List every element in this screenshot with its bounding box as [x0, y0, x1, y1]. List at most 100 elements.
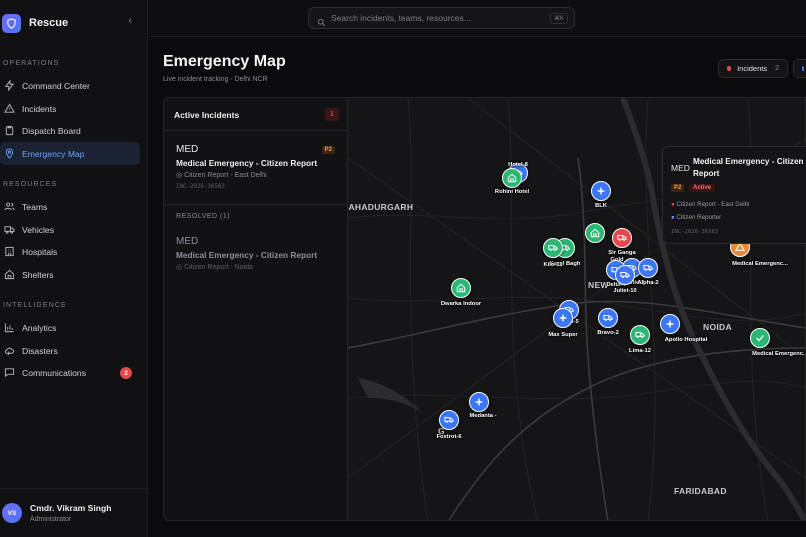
map-marker-truck-icon[interactable] — [630, 325, 650, 345]
search-box[interactable]: Search incidents, teams, resources... ⌘K — [308, 7, 575, 29]
incident-id: INC-2026-36583 — [176, 184, 225, 190]
nav-label: Command Center — [22, 80, 90, 91]
map-marker-truck-icon[interactable] — [543, 238, 563, 258]
map-marker-label: Kilo-11 — [543, 262, 563, 268]
popup-status-badge: Active — [689, 184, 716, 192]
popup-priority-badge: P2 — [671, 184, 685, 192]
user-profile[interactable]: VS Cmdr. Vikram Singh Administrator — [0, 488, 148, 537]
map-marker-plus-icon[interactable] — [591, 181, 611, 201]
search-icon — [317, 14, 326, 32]
nav-label: Teams — [22, 201, 48, 212]
cloud-icon — [3, 345, 15, 357]
map-marker-label: Karol Bagh — [549, 261, 581, 267]
incident-popup[interactable]: MED Medical Emergency - Citizen Report P… — [662, 146, 806, 244]
search-input[interactable]: Search incidents, teams, resources... — [331, 13, 471, 23]
nav-label: Dispatch Board — [22, 125, 81, 136]
map-marker-check-icon[interactable] — [750, 328, 770, 348]
collapse-sidebar-icon[interactable]: ‹ — [128, 15, 132, 27]
popup-location: ● Citizen Report - East Delhi — [671, 201, 749, 208]
map-marker-label: Sir Ganga — [608, 250, 636, 256]
nav-command-center[interactable]: Command Center — [0, 74, 140, 97]
divider — [164, 204, 349, 205]
nav-vehicles[interactable]: Vehicles — [0, 218, 140, 241]
nav-incidents[interactable]: Incidents — [0, 97, 140, 120]
map-marker-label: Charlie-3 — [619, 280, 645, 286]
nav-label: Incidents — [22, 103, 57, 114]
map-marker-label: Rohini Hotel — [494, 189, 530, 195]
alert-triangle-icon — [3, 103, 15, 115]
section-operations: OPERATIONS — [3, 60, 60, 67]
incidents-filter-toggle[interactable]: Incidents 2 — [718, 59, 788, 78]
search-shortcut: ⌘K — [549, 13, 568, 24]
message-icon — [3, 367, 15, 379]
map-marker-plus-icon[interactable] — [469, 392, 489, 412]
incident-card[interactable]: MED P2 Medical Emergency - Citizen Repor… — [164, 144, 349, 204]
building-icon — [3, 246, 15, 258]
nav-disasters[interactable]: Disasters — [0, 339, 140, 362]
section-intelligence: INTELLIGENCE — [3, 302, 67, 309]
home-icon — [3, 269, 15, 281]
map-marker-truck-icon[interactable] — [638, 258, 658, 278]
map-marker-label: Medical Emergenc... — [732, 261, 788, 267]
blue-dot-icon — [802, 66, 804, 71]
map-marker-home-icon[interactable] — [451, 278, 471, 298]
map-marker-home-icon[interactable] — [502, 168, 522, 188]
brand[interactable]: Rescue ‹ — [0, 10, 148, 36]
city-label: FARIDABAD — [674, 486, 727, 496]
popup-code: MED — [671, 163, 690, 173]
nav-communications[interactable]: Communications 2 — [0, 361, 140, 384]
map-marker-plus-icon[interactable] — [553, 308, 573, 328]
map-marker-plus-icon[interactable] — [660, 314, 680, 334]
city-label: G — [438, 426, 445, 436]
shield-logo-icon — [2, 13, 21, 33]
map-marker-truck-icon[interactable] — [439, 410, 459, 430]
active-count-badge: 1 — [325, 108, 339, 121]
map-marker-home-icon[interactable] — [585, 223, 605, 243]
location-pin-icon: ◎ — [176, 264, 183, 271]
nav-teams[interactable]: Teams — [0, 195, 140, 218]
nav-hospitals[interactable]: Hospitals — [0, 240, 140, 263]
nav-label: Communications — [22, 367, 86, 378]
incidents-dot-icon — [727, 66, 732, 71]
nav-label: Disasters — [22, 345, 58, 356]
secondary-filter-toggle[interactable] — [793, 59, 806, 78]
city-label: NOIDA — [703, 322, 732, 332]
map-marker-label: Lima-12 — [629, 348, 651, 354]
map-marker-label: Alpha-2 — [637, 280, 659, 286]
map-pin-icon — [3, 148, 15, 160]
map-marker-label: Juliet-10 — [613, 288, 637, 294]
incident-location-text: Citizen Report - East Delhi — [184, 172, 267, 179]
bar-chart-icon — [3, 322, 15, 334]
map-marker-label: Bravo-2 — [597, 330, 619, 336]
incident-code: MED — [176, 144, 199, 155]
city-label: BAHADURGARH — [348, 202, 414, 212]
incident-location: ◎ Citizen Report - Noida — [176, 263, 253, 271]
nav-emergency-map[interactable]: Emergency Map — [0, 142, 140, 165]
map-marker-label: Max Super — [548, 332, 578, 338]
incident-location: ◎ Citizen Report - East Delhi — [176, 171, 267, 179]
incident-title: Medical Emergency - Citizen Report — [176, 158, 318, 168]
nav-dispatch-board[interactable]: Dispatch Board — [0, 119, 140, 142]
panel-title: Active Incidents — [174, 110, 240, 120]
priority-badge: P2 — [321, 146, 335, 154]
resolved-incident-card[interactable]: MED Medical Emergency - Citizen Report ◎… — [164, 236, 349, 276]
incident-code: MED — [176, 236, 199, 247]
avatar: VS — [2, 503, 22, 523]
nav-analytics[interactable]: Analytics — [0, 316, 140, 339]
incident-location-text: Citizen Report - Noida — [184, 264, 253, 271]
nav-label: Emergency Map — [22, 148, 85, 159]
nav-shelters[interactable]: Shelters — [0, 263, 140, 286]
communications-badge: 2 — [120, 367, 132, 379]
map-marker-truck-icon[interactable] — [612, 228, 632, 248]
popup-id: INC-2026-36583 — [671, 229, 719, 235]
map-marker-label: Dwarka Indoor — [440, 301, 482, 307]
map-marker-truck-icon[interactable] — [615, 265, 635, 285]
user-icon: ● — [671, 214, 675, 221]
map-marker-truck-icon[interactable] — [598, 308, 618, 328]
nav-label: Shelters — [22, 269, 54, 280]
truck-icon — [3, 224, 15, 236]
panel-header: Active Incidents 1 — [164, 98, 349, 131]
bolt-icon — [3, 80, 15, 92]
app-name: Rescue — [29, 17, 69, 29]
map-marker-label: BLK — [595, 203, 607, 209]
